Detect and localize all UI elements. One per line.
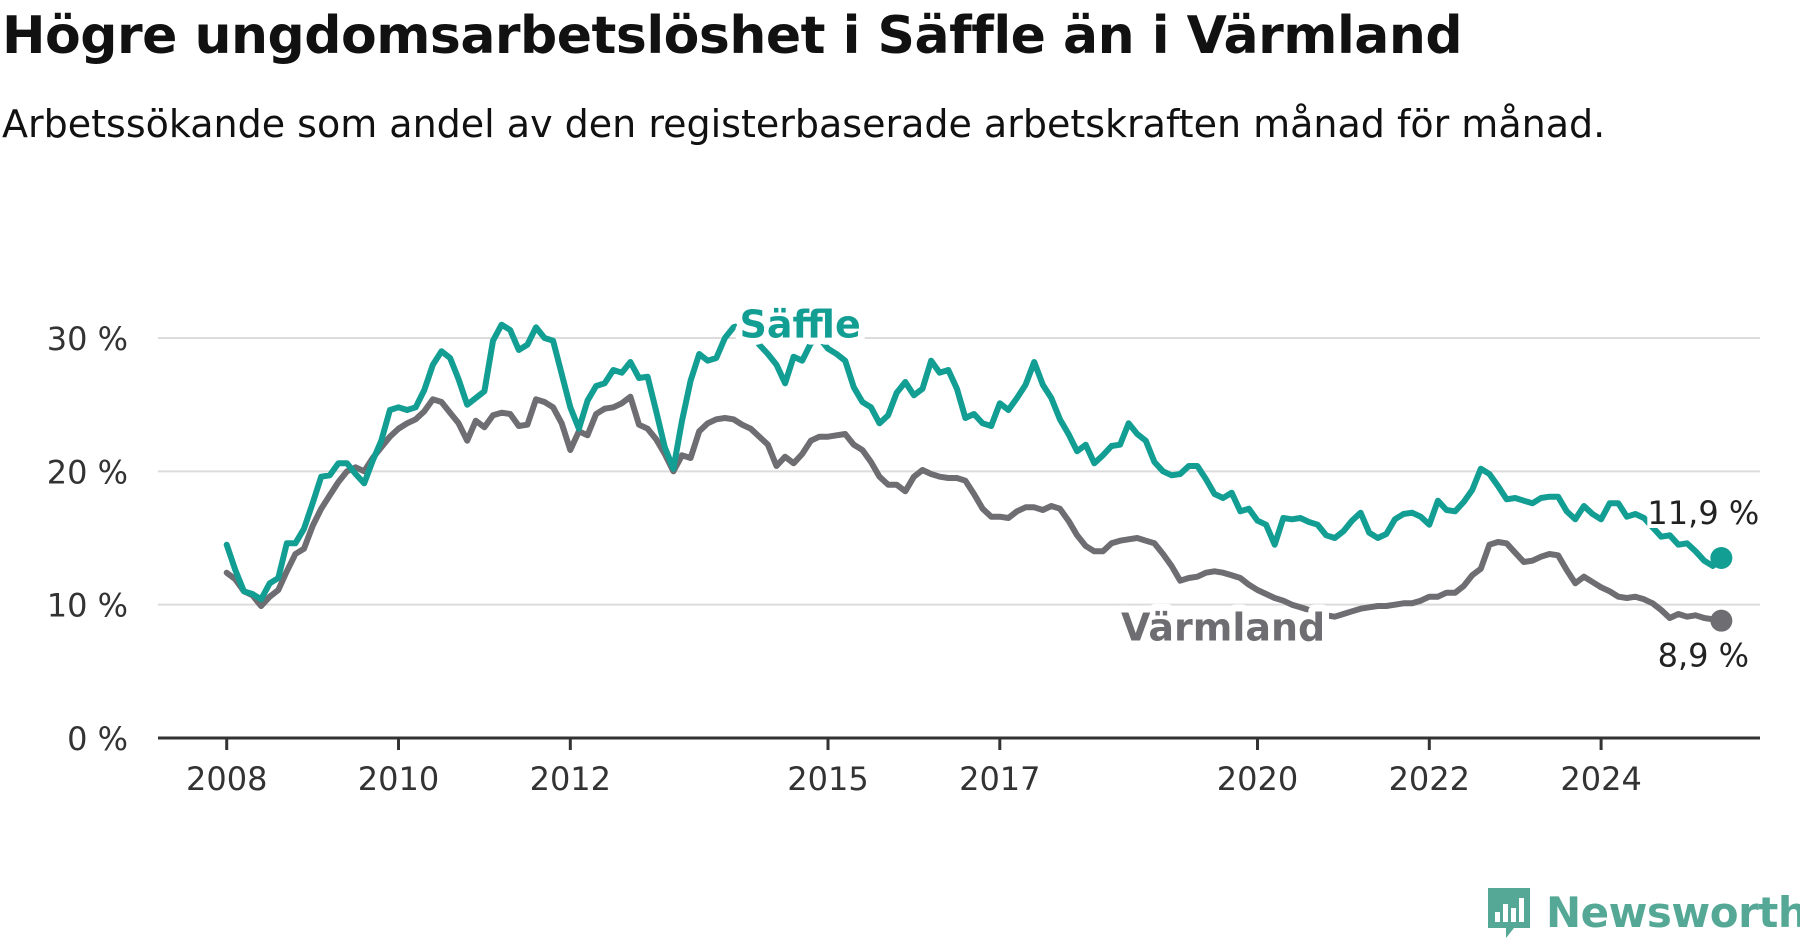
y-tick-label: 30 % xyxy=(47,320,128,358)
series-label-varmland: Värmland xyxy=(1121,606,1325,650)
series-line-saffle xyxy=(223,321,1725,603)
end-label-varmland: 8,9 % xyxy=(1658,637,1749,675)
chart-title: Högre ungdomsarbetslöshet i Säffle än i … xyxy=(2,6,1463,66)
x-tick-label: 2015 xyxy=(787,760,868,798)
y-tick-label: 20 % xyxy=(47,453,128,491)
x-tick-label: 2008 xyxy=(186,760,267,798)
series-label-saffle: Säffle xyxy=(740,302,861,346)
y-tick-label: 0 % xyxy=(67,720,128,758)
end-point-saffle xyxy=(1710,547,1733,569)
x-tick-label: 2010 xyxy=(358,760,439,798)
brand-name: Newsworthy xyxy=(1546,887,1800,937)
y-tick-label: 10 % xyxy=(47,587,128,625)
end-point-varmland xyxy=(1710,609,1733,632)
x-tick-label: 2012 xyxy=(530,760,611,798)
chart-subtitle: Arbetssökande som andel av den registerb… xyxy=(2,102,1606,146)
x-tick-label: 2024 xyxy=(1560,760,1641,798)
end-label-saffle: 11,9 % xyxy=(1647,494,1759,532)
series-line-varmland xyxy=(223,393,1725,624)
x-tick-label: 2022 xyxy=(1389,760,1470,798)
x-tick-label: 2017 xyxy=(959,760,1040,798)
x-tick-label: 2020 xyxy=(1217,760,1298,798)
chart-bubble-icon xyxy=(1488,888,1530,938)
brand-logo: Newsworthy xyxy=(1484,884,1800,940)
